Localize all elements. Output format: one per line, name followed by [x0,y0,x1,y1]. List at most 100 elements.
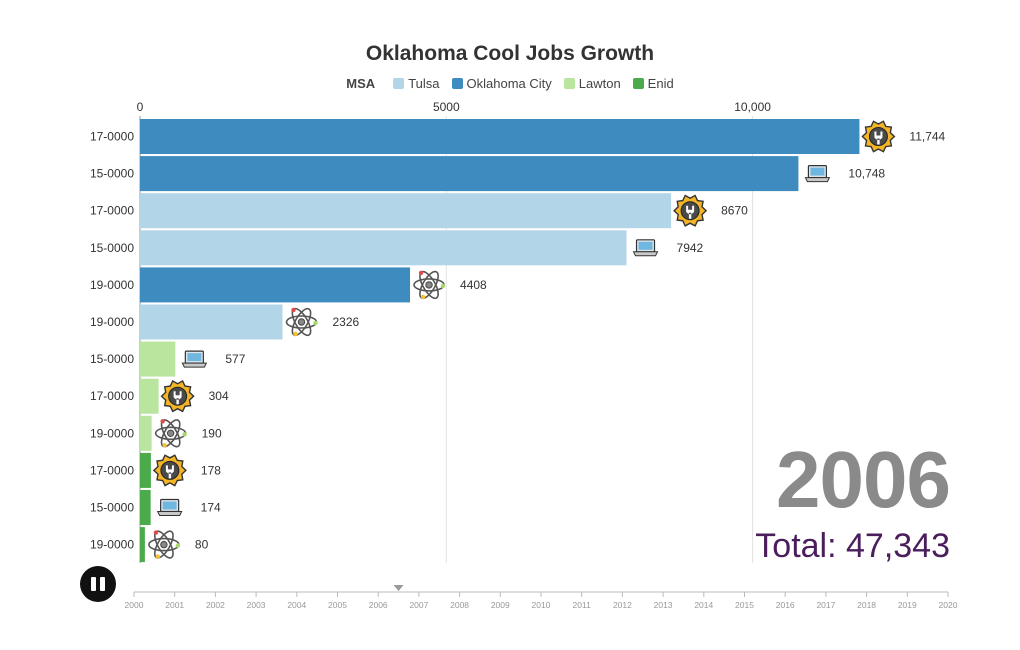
timeline-year-label: 2015 [735,600,754,610]
legend-item-oklahoma-city[interactable]: Oklahoma City [451,76,552,91]
atom-electron [155,554,161,559]
timeline-year-label: 2016 [776,600,795,610]
legend-label: Enid [647,76,674,91]
wrench-shape [874,131,883,145]
atom-icon [148,530,181,559]
legend-item-tulsa[interactable]: Tulsa [393,76,440,91]
timeline-year-label: 2004 [287,600,306,610]
timeline-year-label: 2019 [898,600,917,610]
legend-swatch [393,78,405,89]
legend-title: MSA [346,76,376,91]
bar-category-label: 15-0000 [90,167,134,181]
laptop-base [632,251,659,257]
atom-electron [153,530,159,535]
gear-wrench-icon [861,120,896,153]
bar-value-label: 178 [201,463,221,477]
atom-nucleus [297,318,306,326]
bar[interactable] [140,378,159,414]
bar-category-label: 19-0000 [90,315,134,329]
bar-value-label: 577 [225,352,245,366]
atom-electron [313,320,318,326]
gear-wrench-icon [160,380,195,413]
timeline-year-label: 2011 [573,600,592,610]
laptop-base [804,177,831,183]
legend-item-lawton[interactable]: Lawton [563,76,621,91]
bar-value-label: 190 [202,426,222,440]
timeline-year-label: 2001 [165,600,184,610]
bar[interactable] [140,527,145,563]
atom-icon [413,270,446,300]
timeline-year-label: 2013 [654,600,673,610]
legend-label: Tulsa [408,76,440,91]
bar-category-label: 15-0000 [90,241,134,255]
atom-electron [175,543,181,548]
bar-value-label: 4408 [460,278,487,292]
timeline-year-label: 2007 [409,600,428,610]
legend-label: Lawton [578,76,621,91]
bar-category-label: 17-0000 [90,204,134,218]
bar[interactable] [140,490,151,525]
pause-button[interactable] [80,566,116,602]
x-tick-label: 0 [137,100,144,114]
pause-icon [100,577,105,591]
bar[interactable] [140,156,799,192]
timeline-year-label: 2020 [939,600,958,610]
laptop-icon [181,350,208,368]
x-tick-label: 5000 [433,100,460,114]
atom-electron [182,432,187,437]
atom-electron [160,419,165,424]
timeline-year-label: 2009 [491,600,510,610]
atom-electron [291,307,296,313]
timeline-year-label: 2010 [532,600,551,610]
bar-category-label: 15-0000 [90,352,134,366]
laptop-display [162,501,177,510]
laptop-display [810,167,825,176]
bar-value-label: 10,748 [848,167,885,181]
timeline-year-label: 2002 [206,600,225,610]
legend-label: Oklahoma City [466,76,552,91]
bar[interactable] [140,193,672,229]
gear-wrench-icon [152,454,187,487]
timeline-year-label: 2005 [328,600,347,610]
bar-category-label: 19-0000 [90,278,134,292]
legend: MSA Tulsa Oklahoma City Lawton Enid [0,76,1020,91]
wrench-shape [686,205,695,219]
bar-value-label: 2326 [332,315,359,329]
bar[interactable] [140,304,283,340]
legend-swatch [451,78,463,89]
timeline-year-label: 2003 [247,600,266,610]
atom-nucleus [160,540,168,549]
bar-category-label: 17-0000 [90,389,134,403]
bar[interactable] [140,119,860,154]
bar-value-label: 8670 [721,204,748,218]
timeline-year-label: 2018 [857,600,876,610]
bar[interactable] [140,230,627,266]
atom-nucleus [166,429,175,437]
wrench-shape [165,465,174,479]
laptop-icon [156,498,183,516]
bar[interactable] [140,452,151,488]
laptop-icon [804,165,831,183]
laptop-base [181,362,208,368]
pause-icon [91,577,96,591]
timeline-handle[interactable] [393,585,404,591]
bar[interactable] [140,415,152,451]
bar-category-label: 17-0000 [90,463,134,477]
chart-title: Oklahoma Cool Jobs Growth [365,42,655,65]
legend-item-enid[interactable]: Enid [632,76,674,91]
bar[interactable] [140,267,411,303]
atom-icon [154,419,187,448]
bar[interactable] [140,341,176,377]
legend-swatch [632,78,644,89]
wrench-shape [173,391,182,405]
bar-category-label: 17-0000 [90,130,134,144]
x-tick-label: 10,000 [734,100,771,114]
bar-value-label: 7942 [677,241,704,255]
atom-electron [418,270,424,276]
laptop-base [156,511,183,516]
timeline-year-label: 2006 [369,600,388,610]
laptop-display [187,353,202,362]
timeline-year-label: 2008 [450,600,469,610]
timeline-year-label: 2014 [694,600,713,610]
